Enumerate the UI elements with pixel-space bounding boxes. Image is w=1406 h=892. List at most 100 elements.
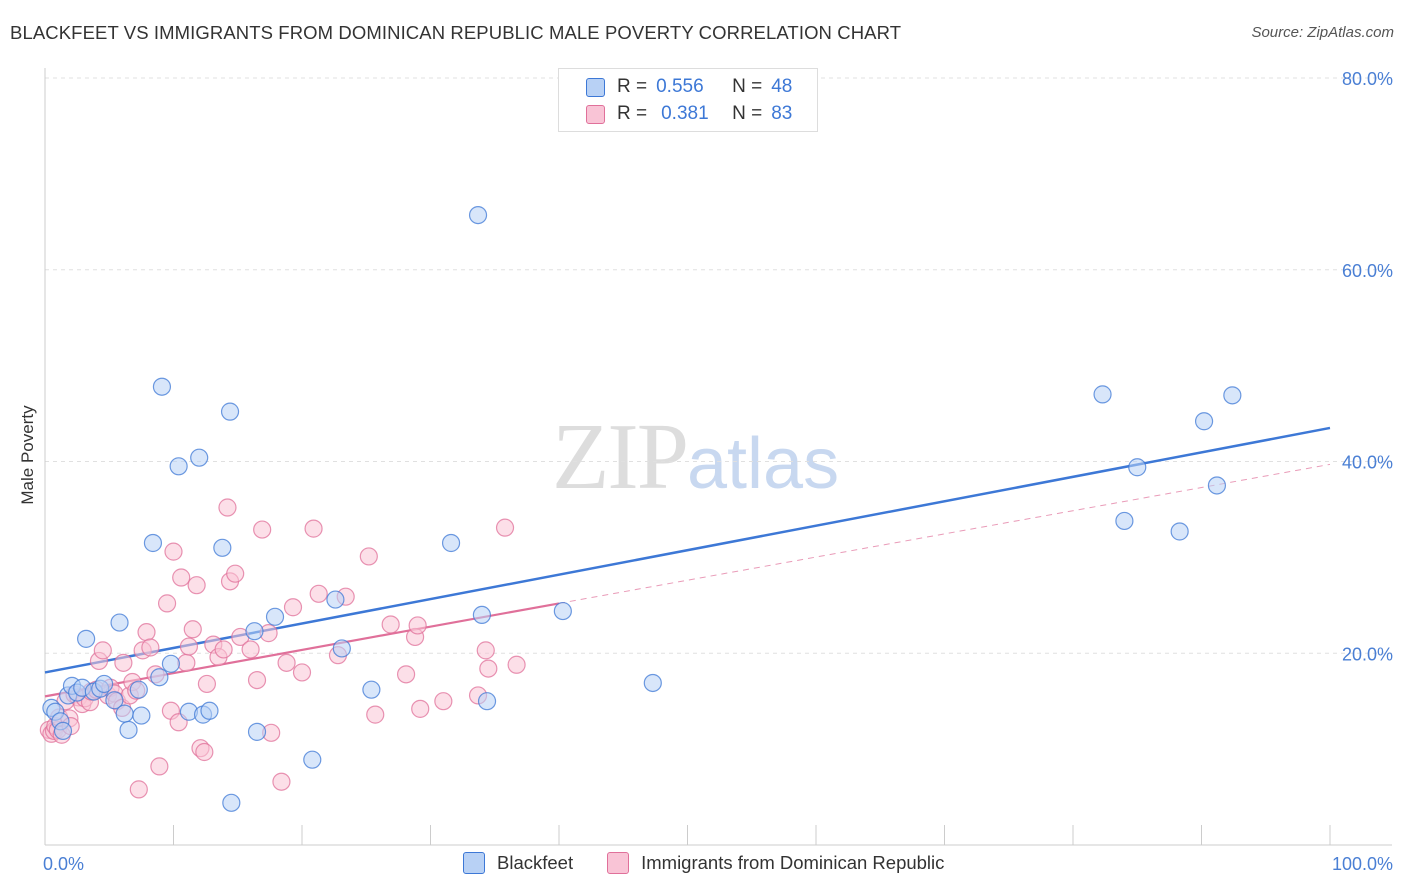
dominican-point — [479, 659, 498, 678]
dominican-point — [507, 655, 526, 674]
dominican-point — [241, 640, 260, 659]
series-swatch-blue — [463, 852, 485, 874]
watermark-atlas: atlas — [687, 424, 840, 504]
watermark: ZIPatlas — [552, 403, 839, 511]
dominican-point — [137, 623, 156, 642]
blackfeet-point — [303, 750, 322, 769]
blackfeet-point — [362, 680, 381, 699]
dominican-point — [292, 663, 312, 682]
dominican-point — [195, 742, 214, 762]
blackfeet-point — [247, 722, 267, 741]
blackfeet-point — [77, 629, 96, 648]
blackfeet-point — [105, 691, 124, 710]
blackfeet-point — [441, 533, 461, 553]
legend-row-blackfeet: R = 0.556 N = 48 — [586, 75, 792, 99]
dominican-point — [197, 674, 217, 694]
grid-lines — [45, 77, 1392, 654]
legend-row-dominican: R = 0.381 N = 83 — [586, 102, 792, 126]
y-tick-label: 40.0% — [1342, 453, 1393, 473]
tick-labels: 20.0% 40.0% 60.0% 80.0% 0.0% 100.0% — [43, 69, 1393, 874]
dominican-point — [408, 616, 427, 635]
blackfeet-point — [553, 601, 572, 621]
blackfeet-point — [1093, 385, 1112, 404]
series-legend-blackfeet: Blackfeet — [463, 852, 573, 874]
watermark-zip: ZIP — [552, 405, 689, 509]
x-tick-label: 100.0% — [1332, 854, 1393, 874]
blackfeet-point — [110, 613, 129, 632]
blackfeet-point — [222, 793, 241, 812]
blackfeet-point — [213, 538, 232, 557]
source-label: Source: ZipAtlas.com — [1251, 24, 1394, 41]
series-swatch-pink — [607, 852, 630, 874]
chart-title: BLACKFEET VS IMMIGRANTS FROM DOMINICAN R… — [10, 22, 902, 43]
series-legend: Blackfeet Immigrants from Dominican Repu… — [463, 852, 944, 874]
blackfeet-point — [326, 590, 345, 609]
blackfeet-point — [161, 654, 181, 673]
blackfeet-point — [1170, 522, 1189, 541]
dominican-point — [272, 772, 291, 791]
dominican-point — [157, 594, 177, 613]
legend-r-label: R = — [617, 103, 648, 124]
blackfeet-point — [1115, 511, 1134, 531]
dominican-point — [359, 547, 378, 566]
dominican-point — [495, 518, 515, 537]
y-tick-label: 60.0% — [1342, 261, 1393, 281]
dominican-point — [283, 598, 303, 617]
blackfeet-point — [190, 448, 209, 467]
blackfeet-point — [95, 674, 114, 694]
y-tick-label: 80.0% — [1342, 69, 1393, 89]
dominican-point — [309, 584, 328, 603]
y-tick-label: 20.0% — [1342, 644, 1393, 664]
dominican-point — [277, 653, 296, 672]
blackfeet-point — [150, 668, 169, 687]
dominican-point — [214, 640, 233, 659]
series-legend-dominican: Immigrants from Dominican Republic — [607, 852, 944, 874]
blackfeet-point — [152, 377, 172, 396]
blackfeet-point — [115, 704, 134, 723]
blackfeet-point — [220, 402, 240, 421]
blackfeet-point — [1128, 458, 1147, 477]
blackfeet-point — [265, 607, 285, 626]
legend-n-value: 48 — [771, 76, 793, 97]
dominican-point — [187, 576, 206, 595]
dominican-point — [253, 520, 272, 539]
legend-swatch-blue — [586, 77, 605, 97]
blackfeet-point — [1207, 476, 1227, 495]
blackfeet-point — [468, 206, 488, 225]
blackfeet-point — [200, 701, 219, 720]
blackfeet-point — [245, 622, 264, 641]
blackfeet-point — [332, 639, 351, 658]
legend-r-value: 0.556 — [656, 76, 704, 97]
data-points — [39, 206, 1242, 812]
axes — [44, 68, 1392, 846]
dominican-point — [381, 615, 400, 634]
dominican-point — [434, 692, 453, 711]
dominican-point — [183, 620, 202, 639]
legend-r-value: 0.381 — [661, 103, 709, 124]
legend-n-label: N = — [732, 103, 763, 124]
stats-legend: R = 0.556 N = 48 R = 0.381 N = 83 — [558, 68, 818, 132]
dominican-point — [179, 637, 199, 656]
blackfeet-point — [643, 673, 662, 693]
dominican-point — [114, 653, 133, 672]
dominican-point — [304, 519, 323, 538]
dominican-trend-extension — [558, 463, 1331, 604]
dominican-point — [172, 568, 191, 587]
blackfeet-point — [1223, 386, 1242, 405]
blackfeet-point — [132, 706, 151, 725]
dominican-point — [150, 757, 169, 776]
legend-n-label: N = — [732, 76, 763, 97]
x-tick-label: 0.0% — [43, 854, 84, 874]
dominican-point — [129, 780, 148, 799]
dominican-point — [476, 641, 495, 660]
series-legend-label: Blackfeet — [497, 852, 574, 873]
legend-swatch-pink — [586, 104, 605, 124]
blackfeet-point — [129, 680, 148, 699]
dominican-point — [396, 665, 416, 684]
dominican-point — [247, 670, 267, 690]
blackfeet-point — [143, 533, 163, 553]
blackfeet-point — [169, 457, 188, 476]
blackfeet-point — [1194, 412, 1214, 431]
dominican-point — [93, 641, 112, 660]
